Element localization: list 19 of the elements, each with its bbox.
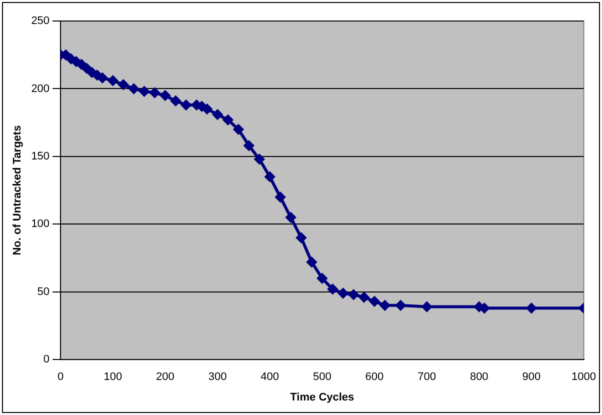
y-tick-label: 200 <box>31 82 50 95</box>
x-axis-title: Time Cycles <box>290 391 354 404</box>
x-tick-label: 0 <box>57 371 64 384</box>
y-tick-label: 0 <box>43 354 50 366</box>
x-tick-label: 200 <box>156 371 174 384</box>
y-axis-title: No. of Untracked Targets <box>12 125 24 256</box>
x-tick-label: 400 <box>260 371 280 384</box>
y-tick-label: 100 <box>31 218 50 230</box>
y-tick-label: 250 <box>31 15 50 28</box>
x-tick-label: 100 <box>104 371 122 384</box>
y-tick-label: 150 <box>31 150 50 162</box>
x-tick-label: 800 <box>470 371 488 384</box>
x-tick-label: 500 <box>312 371 332 384</box>
x-tick-label: 600 <box>365 371 384 384</box>
x-tick-label: 900 <box>522 371 541 384</box>
x-tick-label: 1000 <box>572 371 596 384</box>
y-tick-label: 50 <box>37 286 50 298</box>
x-tick-label: 700 <box>418 371 436 384</box>
x-tick-label: 300 <box>208 371 227 384</box>
